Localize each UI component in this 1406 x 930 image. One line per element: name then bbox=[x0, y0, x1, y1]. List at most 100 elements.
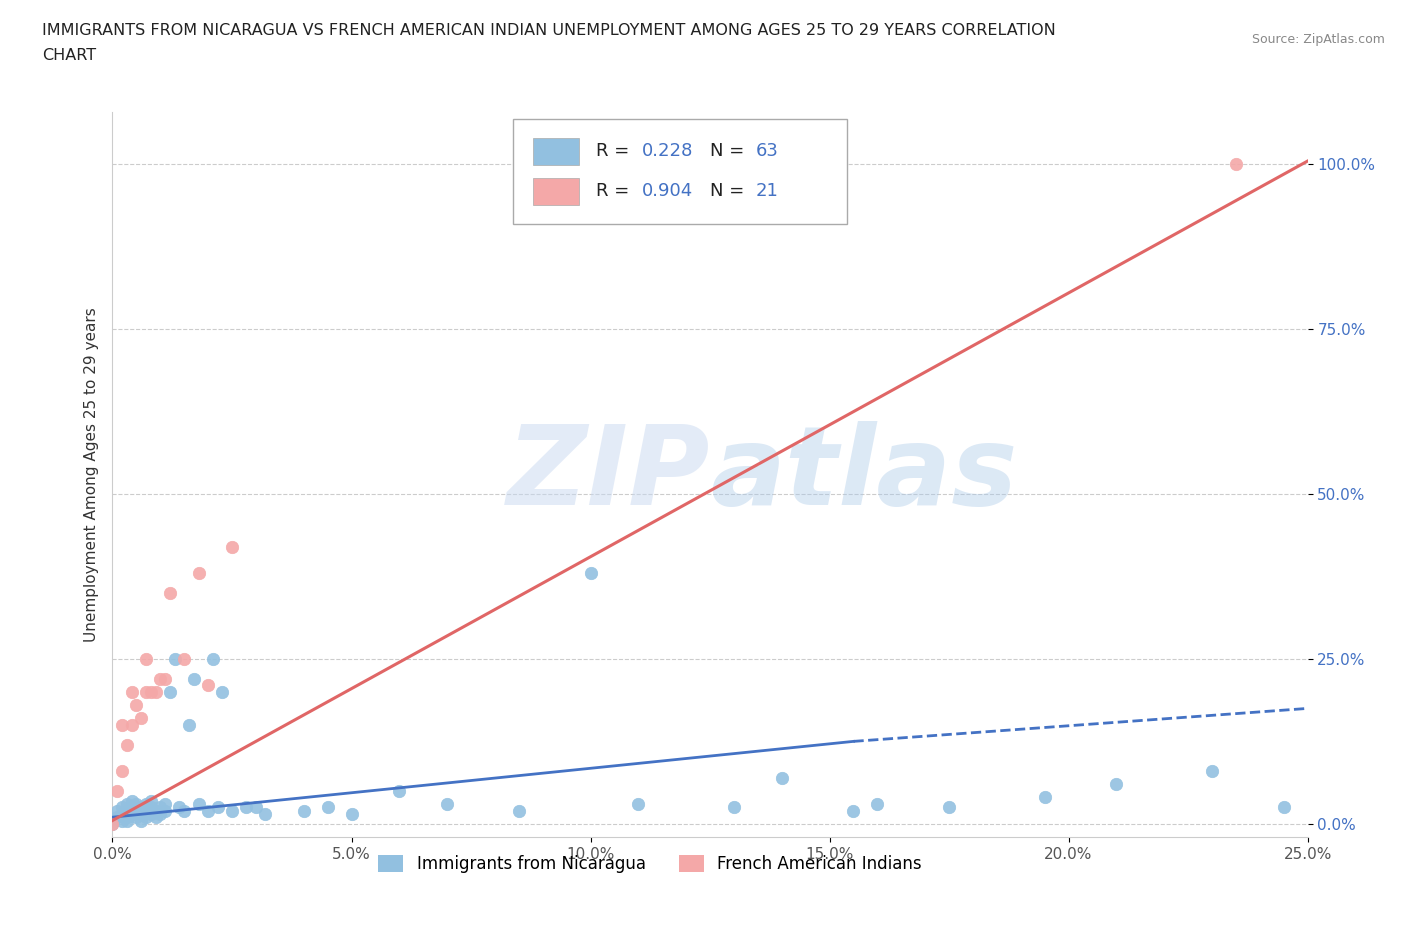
Point bbox=[221, 804, 243, 818]
Point bbox=[723, 800, 745, 815]
Point bbox=[145, 810, 167, 825]
Point bbox=[101, 817, 124, 831]
Point bbox=[121, 793, 143, 808]
Point bbox=[579, 565, 602, 580]
Point bbox=[163, 652, 186, 667]
Point bbox=[197, 804, 219, 818]
Text: CHART: CHART bbox=[42, 48, 96, 63]
Y-axis label: Unemployment Among Ages 25 to 29 years: Unemployment Among Ages 25 to 29 years bbox=[83, 307, 98, 642]
Point bbox=[129, 806, 152, 821]
Text: Source: ZipAtlas.com: Source: ZipAtlas.com bbox=[1251, 33, 1385, 46]
Point bbox=[115, 797, 138, 812]
Text: 21: 21 bbox=[755, 182, 779, 200]
Point bbox=[207, 800, 229, 815]
Point bbox=[177, 717, 200, 732]
Point bbox=[1272, 800, 1295, 815]
FancyBboxPatch shape bbox=[513, 119, 848, 224]
Point bbox=[135, 810, 157, 825]
Point bbox=[135, 652, 157, 667]
Point bbox=[153, 671, 176, 686]
Point bbox=[187, 565, 209, 580]
Point bbox=[316, 800, 339, 815]
Text: IMMIGRANTS FROM NICARAGUA VS FRENCH AMERICAN INDIAN UNEMPLOYMENT AMONG AGES 25 T: IMMIGRANTS FROM NICARAGUA VS FRENCH AMER… bbox=[42, 23, 1056, 38]
Point bbox=[159, 586, 181, 601]
Point bbox=[139, 800, 162, 815]
Point bbox=[135, 797, 157, 812]
Point bbox=[101, 817, 124, 831]
Point bbox=[938, 800, 960, 815]
Point bbox=[436, 797, 458, 812]
Point bbox=[842, 804, 865, 818]
Point bbox=[115, 804, 138, 818]
Point bbox=[121, 806, 143, 821]
Point bbox=[197, 678, 219, 693]
Point bbox=[183, 671, 205, 686]
Point bbox=[115, 810, 138, 825]
Point bbox=[627, 797, 650, 812]
FancyBboxPatch shape bbox=[533, 138, 579, 166]
Point bbox=[866, 797, 889, 812]
Point bbox=[149, 800, 172, 815]
Point bbox=[1225, 157, 1247, 172]
Point bbox=[153, 804, 176, 818]
Point bbox=[1033, 790, 1056, 804]
Point bbox=[111, 717, 134, 732]
Point bbox=[340, 806, 363, 821]
Point bbox=[159, 684, 181, 699]
Point bbox=[105, 783, 128, 798]
Text: N =: N = bbox=[710, 142, 749, 161]
Point bbox=[125, 810, 148, 825]
Point bbox=[169, 800, 191, 815]
Point bbox=[125, 698, 148, 712]
Point bbox=[129, 813, 152, 828]
Point bbox=[129, 800, 152, 815]
Point bbox=[125, 797, 148, 812]
FancyBboxPatch shape bbox=[533, 178, 579, 206]
Point bbox=[115, 737, 138, 752]
Point bbox=[121, 684, 143, 699]
Point bbox=[149, 671, 172, 686]
Point bbox=[1201, 764, 1223, 778]
Point bbox=[121, 717, 143, 732]
Point bbox=[235, 800, 257, 815]
Point bbox=[111, 800, 134, 815]
Point bbox=[111, 813, 134, 828]
Legend: Immigrants from Nicaragua, French American Indians: Immigrants from Nicaragua, French Americ… bbox=[371, 848, 929, 880]
Point bbox=[105, 810, 128, 825]
Point bbox=[129, 711, 152, 725]
Point bbox=[187, 797, 209, 812]
Point bbox=[115, 813, 138, 828]
Point bbox=[201, 652, 224, 667]
Point bbox=[105, 804, 128, 818]
Point bbox=[1105, 777, 1128, 791]
Text: atlas: atlas bbox=[710, 420, 1018, 528]
Text: 0.904: 0.904 bbox=[643, 182, 693, 200]
Point bbox=[145, 684, 167, 699]
Point bbox=[145, 804, 167, 818]
Point bbox=[254, 806, 277, 821]
Text: 0.228: 0.228 bbox=[643, 142, 693, 161]
Point bbox=[139, 806, 162, 821]
Point bbox=[173, 804, 195, 818]
Point bbox=[292, 804, 315, 818]
Point bbox=[173, 652, 195, 667]
Point bbox=[111, 764, 134, 778]
Text: R =: R = bbox=[596, 182, 636, 200]
Point bbox=[221, 539, 243, 554]
Point bbox=[135, 684, 157, 699]
Point bbox=[139, 684, 162, 699]
Text: ZIP: ZIP bbox=[506, 420, 710, 528]
Point bbox=[149, 806, 172, 821]
Point bbox=[245, 800, 267, 815]
Point bbox=[135, 804, 157, 818]
Point bbox=[388, 783, 411, 798]
Point bbox=[153, 797, 176, 812]
Point bbox=[121, 800, 143, 815]
Point bbox=[111, 806, 134, 821]
Text: N =: N = bbox=[710, 182, 749, 200]
Text: R =: R = bbox=[596, 142, 636, 161]
Point bbox=[211, 684, 233, 699]
Point bbox=[508, 804, 530, 818]
Point bbox=[770, 770, 793, 785]
Text: 63: 63 bbox=[755, 142, 779, 161]
